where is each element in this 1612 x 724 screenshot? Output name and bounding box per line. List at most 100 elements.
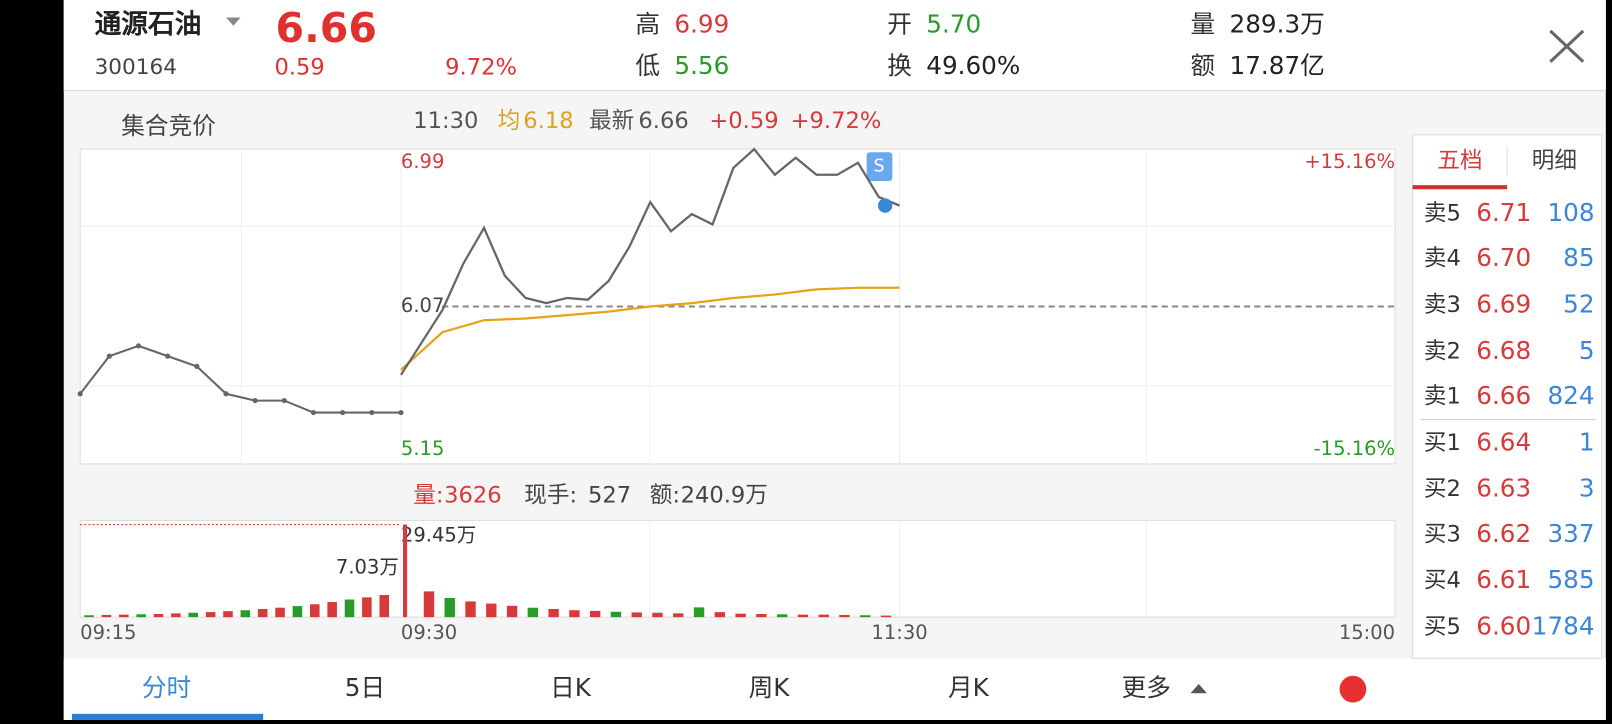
auction-volume-bar xyxy=(84,615,94,618)
volume-bar xyxy=(860,615,871,618)
auction-point xyxy=(77,391,83,397)
more-arrow[interactable] xyxy=(1190,684,1207,694)
order-price: 6.61 xyxy=(1476,565,1531,594)
volume-info-value: 3626 xyxy=(444,482,502,508)
volume-bar xyxy=(797,614,809,618)
stat-label: 低 xyxy=(635,51,660,80)
active-tab-underline xyxy=(71,713,264,720)
stat-value: 5.70 xyxy=(926,10,981,39)
info-time: 11:30 xyxy=(413,108,478,134)
order-label: 卖2 xyxy=(1424,338,1461,364)
auction-volume-bar xyxy=(292,606,303,618)
volume-bar xyxy=(423,591,435,618)
auction-volume-bar xyxy=(240,610,251,618)
price-axis-top: 6.99 xyxy=(401,150,444,173)
order-label: 卖5 xyxy=(1424,200,1461,226)
info-avg-label: 均 xyxy=(498,108,521,134)
stat-value: 17.87亿 xyxy=(1230,51,1325,80)
auction-point xyxy=(106,353,112,359)
order-price: 6.63 xyxy=(1476,474,1531,503)
volume-bar xyxy=(631,612,642,618)
latest-point xyxy=(877,198,893,213)
dropdown-icon[interactable] xyxy=(226,17,241,26)
auction-point xyxy=(369,409,375,416)
order-price: 6.69 xyxy=(1476,289,1531,318)
stat-value: 49.60% xyxy=(926,51,1020,80)
tab[interactable]: 日K xyxy=(550,673,592,702)
auction-volume-bar xyxy=(171,613,181,618)
order-label: 买1 xyxy=(1424,430,1461,456)
volume-bar xyxy=(444,597,455,618)
close-button[interactable] xyxy=(1549,29,1585,63)
volume-bar xyxy=(506,605,518,618)
volume-bar xyxy=(735,613,746,618)
info-latest: 6.66 xyxy=(638,108,688,134)
order-volume: 3 xyxy=(1579,474,1595,503)
auction-volume-bar xyxy=(362,597,372,618)
auction-volume-bar xyxy=(344,599,355,618)
time-label: 09:30 xyxy=(401,621,457,644)
auction-point xyxy=(398,409,404,416)
volume-bar xyxy=(693,607,705,618)
tab[interactable]: 更多 xyxy=(1122,673,1171,702)
info-latest-label: 最新 xyxy=(589,108,634,134)
tab[interactable]: 分时 xyxy=(142,673,191,702)
auction-point xyxy=(310,409,317,416)
info-change-pct: +9.72% xyxy=(791,108,882,134)
auction-point xyxy=(281,398,287,404)
volume-bar xyxy=(610,611,622,618)
signal-marker[interactable] xyxy=(866,152,893,182)
stat-value: 5.56 xyxy=(674,51,729,80)
order-volume: 585 xyxy=(1547,565,1594,594)
avg-line xyxy=(400,286,900,371)
volume-info-label: 量: xyxy=(413,482,443,508)
change: 0.59 xyxy=(274,54,324,80)
stat-value: 6.99 xyxy=(674,10,729,39)
volume-bar xyxy=(527,607,539,618)
order-label: 买3 xyxy=(1424,521,1461,547)
auction-line xyxy=(79,344,401,414)
volume-bar xyxy=(548,608,559,618)
order-price: 6.66 xyxy=(1476,381,1531,410)
pct-axis-bottom: -15.16% xyxy=(1314,437,1395,460)
tab[interactable]: 周K xyxy=(749,673,791,702)
volume-info-label: 现手: xyxy=(524,482,577,508)
stock-name[interactable]: 通源石油 xyxy=(95,9,202,40)
volume-bar xyxy=(403,524,408,618)
tab[interactable]: 月K xyxy=(948,673,990,702)
stat-label: 额 xyxy=(1190,51,1215,80)
volume-bar xyxy=(839,614,850,618)
auction-volume-bar xyxy=(188,612,199,618)
stat-label: 开 xyxy=(887,10,912,39)
tab[interactable]: 5日 xyxy=(345,673,385,702)
price-line xyxy=(399,147,900,376)
order-label: 买5 xyxy=(1424,614,1461,640)
volume-info-value: 527 xyxy=(588,482,631,508)
order-tab[interactable]: 明细 xyxy=(1532,148,1577,174)
auction-point xyxy=(252,398,258,404)
volume-bar xyxy=(652,612,663,618)
auction-volume-bar xyxy=(275,607,285,618)
order-price: 6.71 xyxy=(1476,198,1531,227)
auction-volume-bar xyxy=(310,604,320,618)
order-label: 卖1 xyxy=(1424,384,1461,410)
auction-volume-bar xyxy=(327,602,337,618)
order-volume: 108 xyxy=(1547,198,1594,227)
auction-point xyxy=(165,353,171,359)
order-volume: 1 xyxy=(1579,427,1595,456)
order-tab[interactable]: 五档 xyxy=(1437,148,1482,174)
volume-info-label: 额: xyxy=(650,482,680,508)
price: 6.66 xyxy=(276,4,377,52)
order-price: 6.60 xyxy=(1476,611,1531,640)
volume-bar xyxy=(589,610,601,618)
volume-bar xyxy=(880,615,892,618)
volume-bar xyxy=(714,612,726,618)
price-axis-bottom: 5.15 xyxy=(401,437,444,460)
volume-bar xyxy=(673,613,684,618)
pct-axis-top: +15.16% xyxy=(1304,150,1395,173)
order-volume: 1784 xyxy=(1532,611,1595,640)
record-button[interactable] xyxy=(1339,675,1367,703)
header-bg xyxy=(63,0,1606,91)
